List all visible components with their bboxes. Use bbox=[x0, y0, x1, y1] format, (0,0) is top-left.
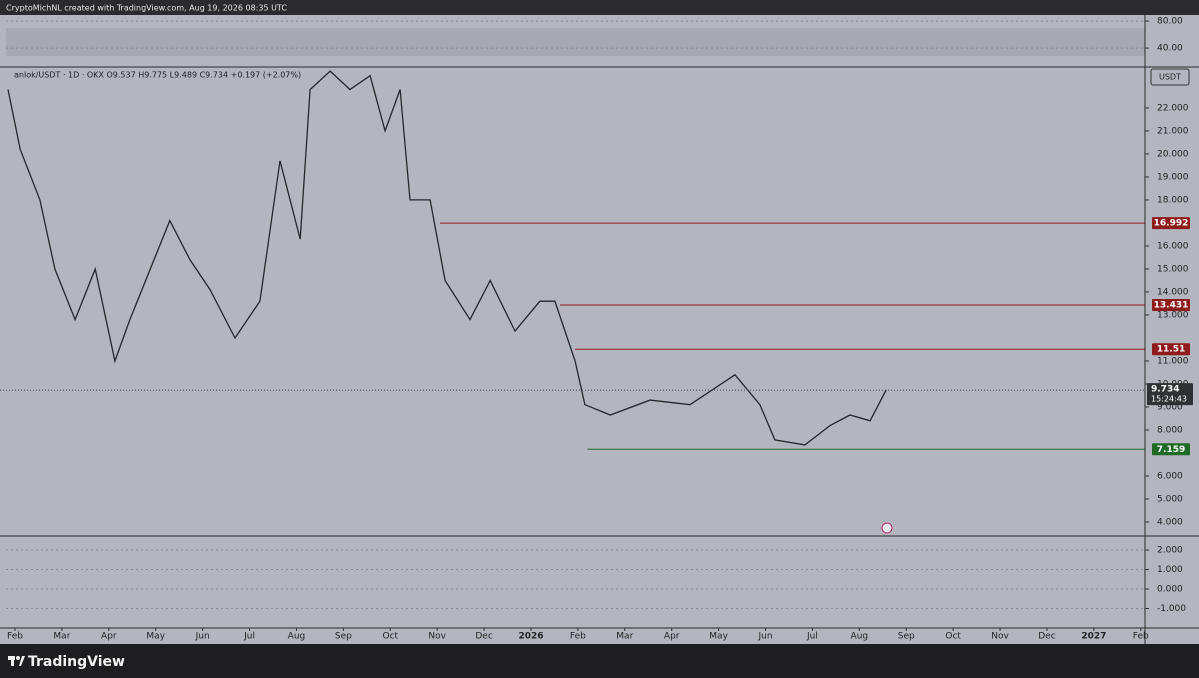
level-tag bbox=[1152, 443, 1190, 456]
x-tick-label: Jul bbox=[806, 632, 818, 642]
y-tick-label: 11.000 bbox=[1157, 356, 1189, 366]
x-tick-label: Jul bbox=[243, 632, 255, 642]
x-tick-label: Jun bbox=[195, 632, 210, 642]
level-tag bbox=[1152, 217, 1190, 230]
y-tick-label: 15.000 bbox=[1157, 264, 1189, 274]
y-tick-label: 16.000 bbox=[1157, 241, 1189, 251]
x-tick-label: Dec bbox=[475, 632, 492, 642]
x-tick-label: Jun bbox=[757, 632, 772, 642]
x-tick-label: May bbox=[146, 632, 165, 642]
level-tag bbox=[1152, 299, 1190, 312]
x-tick-label: Aug bbox=[851, 632, 869, 642]
x-tick-label: Oct bbox=[382, 632, 398, 642]
header-text: CryptoMichNL created with TradingView.co… bbox=[6, 4, 287, 13]
level-label: 11.51 bbox=[1157, 345, 1185, 355]
y-tick-label: 9.000 bbox=[1157, 402, 1183, 412]
level-label: 13.431 bbox=[1154, 301, 1189, 311]
x-tick-label: Oct bbox=[945, 632, 961, 642]
x-tick-label: Nov bbox=[991, 632, 1009, 642]
x-tick-label: Dec bbox=[1038, 632, 1055, 642]
pane-tick-label: 40.00 bbox=[1157, 44, 1183, 54]
x-tick-label: Mar bbox=[53, 632, 70, 642]
y-tick-label: 4.000 bbox=[1157, 517, 1183, 527]
level-label: 16.992 bbox=[1154, 219, 1189, 229]
y-tick-label: 13.000 bbox=[1157, 310, 1189, 320]
currency-box bbox=[1150, 68, 1190, 86]
price-line bbox=[7, 70, 887, 446]
x-tick-label: 2027 bbox=[1081, 632, 1106, 642]
tv-logo bbox=[8, 656, 25, 666]
pane-tick-label: 80.00 bbox=[1157, 17, 1183, 27]
footer-bar bbox=[0, 644, 1199, 678]
pane-tick-label: 0.000 bbox=[1157, 585, 1183, 595]
y-tick-label: 14.000 bbox=[1157, 287, 1189, 297]
x-tick-label: Feb bbox=[7, 632, 23, 642]
level-tag bbox=[1152, 343, 1190, 356]
pane-tick-label: 1.000 bbox=[1157, 565, 1183, 575]
x-tick-label: Aug bbox=[288, 632, 306, 642]
countdown: 15:24:43 bbox=[1151, 395, 1187, 404]
header-bar bbox=[0, 0, 1199, 15]
y-tick-label: 5.000 bbox=[1157, 494, 1183, 504]
x-tick-label: May bbox=[709, 632, 728, 642]
currency: USDT bbox=[1159, 73, 1181, 82]
x-tick-label: Sep bbox=[898, 632, 915, 642]
y-tick-label: 18.000 bbox=[1157, 195, 1189, 205]
legend: anlok/USDT · 1D · OKX O9.537 H9.775 L9.4… bbox=[14, 71, 301, 80]
y-tick-label: 6.000 bbox=[1157, 471, 1183, 481]
x-tick-label: Feb bbox=[570, 632, 586, 642]
y-tick-label: 21.000 bbox=[1157, 126, 1189, 136]
x-tick-label: Sep bbox=[335, 632, 352, 642]
replay-icon[interactable] bbox=[881, 522, 893, 534]
x-tick-label: Feb bbox=[1133, 632, 1149, 642]
rsi-band bbox=[6, 28, 1145, 56]
footer-brand: TradingView bbox=[28, 654, 125, 670]
y-tick-label: 8.000 bbox=[1157, 425, 1183, 435]
level-label: 7.159 bbox=[1157, 445, 1185, 455]
current-price-tag bbox=[1147, 383, 1193, 406]
y-tick-label: 19.000 bbox=[1157, 172, 1189, 182]
current-price-label: 9.734 bbox=[1151, 385, 1179, 395]
x-tick-label: Mar bbox=[616, 632, 633, 642]
y-tick-label: 22.000 bbox=[1157, 103, 1189, 113]
pane-tick-label: -1.000 bbox=[1157, 604, 1186, 614]
pane-tick-label: 2.000 bbox=[1157, 546, 1183, 556]
x-tick-label: 2026 bbox=[518, 632, 543, 642]
x-tick-label: Nov bbox=[428, 632, 446, 642]
x-tick-label: Apr bbox=[101, 632, 117, 642]
x-tick-label: Apr bbox=[664, 632, 680, 642]
y-tick-label: 20.000 bbox=[1157, 149, 1189, 159]
